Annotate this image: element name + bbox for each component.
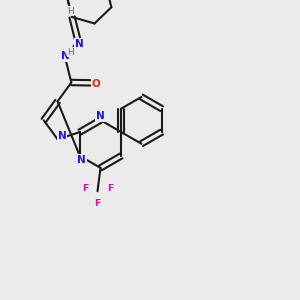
- Text: H: H: [67, 7, 74, 16]
- Text: N: N: [61, 51, 70, 61]
- Text: N: N: [74, 39, 83, 49]
- Text: F: F: [82, 184, 88, 194]
- Text: F: F: [107, 184, 113, 194]
- Text: F: F: [94, 199, 101, 208]
- Text: N: N: [58, 131, 67, 141]
- Text: N: N: [96, 111, 105, 121]
- Text: O: O: [92, 79, 100, 89]
- Text: H: H: [68, 48, 74, 57]
- Text: N: N: [77, 154, 86, 164]
